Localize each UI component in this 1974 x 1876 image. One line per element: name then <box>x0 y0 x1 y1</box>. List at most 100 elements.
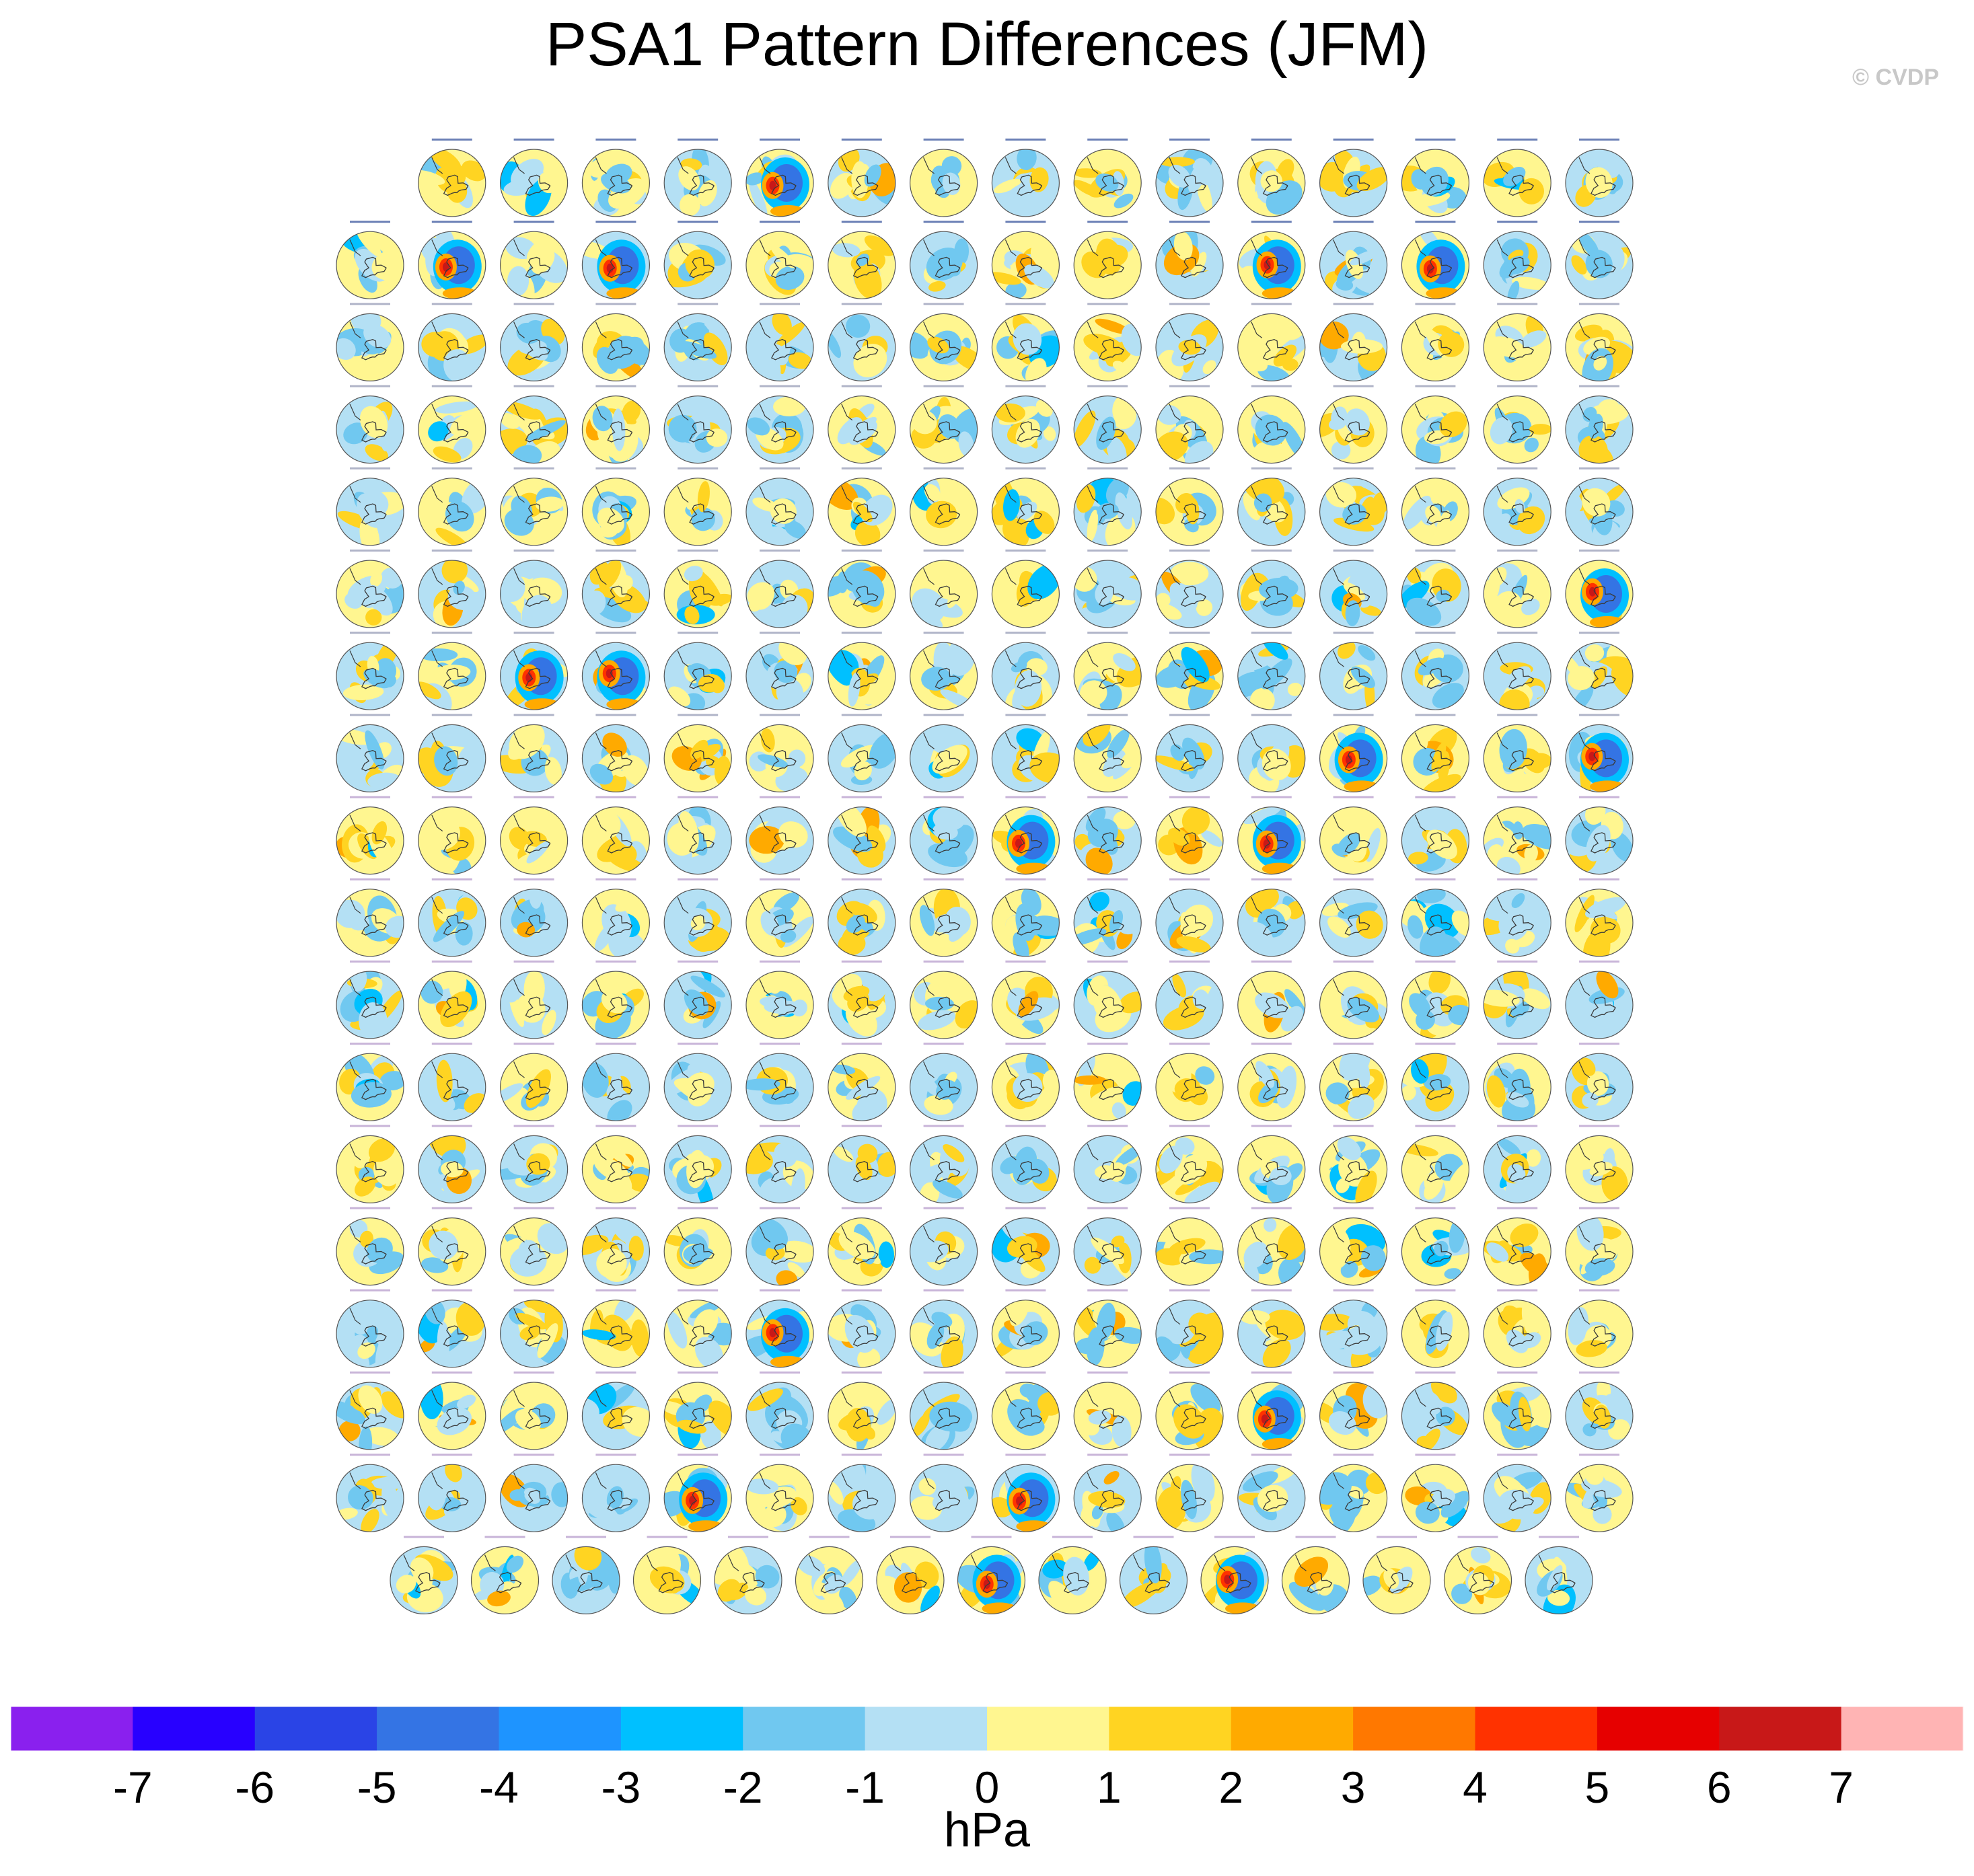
panel-caption <box>1579 1372 1619 1374</box>
panel-caption <box>760 878 800 880</box>
panel-caption <box>1333 878 1374 880</box>
map-panel <box>499 1125 569 1204</box>
map-panel <box>418 1207 486 1286</box>
colorbar-segment <box>1597 1706 1720 1751</box>
panel-caption <box>1251 1454 1292 1456</box>
map-panel <box>909 714 978 793</box>
map-panel <box>1483 961 1551 1039</box>
map-panel <box>1565 1454 1634 1532</box>
map-panel <box>828 1207 896 1286</box>
map-panel <box>1237 961 1306 1039</box>
panel-caption <box>647 1536 688 1538</box>
map-panel <box>991 1043 1060 1121</box>
map-panel <box>1155 385 1224 464</box>
panel-caption <box>350 1289 390 1291</box>
map-panel <box>1237 1372 1306 1450</box>
map-panel <box>1401 878 1469 957</box>
panel-caption <box>513 1372 554 1374</box>
panel-caption <box>678 632 719 634</box>
map-panel <box>336 1207 404 1286</box>
map-panel <box>499 221 569 299</box>
panel-caption <box>1497 1454 1538 1456</box>
map-panel <box>1362 1536 1431 1614</box>
map-panel <box>1200 1536 1269 1614</box>
map-panel <box>336 1125 404 1204</box>
panel-caption <box>1005 878 1046 880</box>
map-panel <box>1073 467 1142 546</box>
map-panel <box>336 1043 404 1121</box>
map-panel <box>581 467 651 546</box>
map-panel <box>909 1125 978 1204</box>
map-panel <box>909 550 978 628</box>
map-panel <box>1073 1207 1142 1286</box>
colorbar-tick-label: -3 <box>601 1762 641 1812</box>
map-panel <box>552 1536 620 1614</box>
panel-caption <box>350 550 390 552</box>
map-panel <box>909 303 978 382</box>
panel-caption <box>841 385 882 387</box>
colorbar-tick-label: -5 <box>357 1762 397 1812</box>
panel-caption <box>760 1207 800 1209</box>
map-panel <box>745 221 814 299</box>
map-panel <box>1237 796 1306 875</box>
map-panel <box>1565 1125 1634 1204</box>
panel-caption <box>350 961 390 963</box>
colorbar-segment <box>865 1706 988 1751</box>
map-panel <box>663 221 732 299</box>
panel-caption <box>1169 139 1210 141</box>
panel-caption <box>1333 467 1374 470</box>
map-panel <box>1237 1207 1306 1286</box>
panel-caption <box>1087 221 1128 223</box>
map-panel <box>1073 550 1142 628</box>
map-panel <box>1237 1125 1306 1204</box>
map-panel <box>991 303 1060 382</box>
map-panel <box>1319 1454 1388 1532</box>
map-panel <box>1483 796 1551 875</box>
map-panel <box>1319 1289 1388 1368</box>
panel-caption <box>760 1289 800 1291</box>
panel-caption <box>841 303 882 305</box>
map-panel <box>1483 385 1551 464</box>
map-panel <box>336 303 404 382</box>
panel-caption <box>923 139 964 141</box>
panel-caption <box>1169 961 1210 963</box>
map-panel <box>1155 632 1224 710</box>
panel-caption <box>1415 1207 1456 1209</box>
panel-caption <box>595 714 636 716</box>
panel-caption <box>1579 1043 1619 1045</box>
panel-caption <box>513 1043 554 1045</box>
colorbar-tick-label: -1 <box>845 1762 885 1812</box>
panel-caption <box>760 303 800 305</box>
map-panel <box>1483 1043 1551 1121</box>
map-panel <box>1401 1454 1469 1532</box>
panel-caption <box>1415 221 1456 223</box>
map-panel <box>336 1372 404 1450</box>
panel-caption <box>1087 878 1128 880</box>
panel-caption <box>431 714 472 716</box>
map-panel <box>1401 1125 1469 1204</box>
panel-caption <box>431 1125 472 1127</box>
colorbar-tick-label: -4 <box>479 1762 519 1812</box>
panel-caption <box>513 1125 554 1127</box>
map-panel <box>663 385 732 464</box>
panel-caption <box>678 714 719 716</box>
map-panel <box>1155 550 1224 628</box>
map-panel <box>1237 1043 1306 1121</box>
panel-caption <box>1415 1043 1456 1045</box>
panel-caption <box>513 1454 554 1456</box>
panel-caption <box>1415 1125 1456 1127</box>
panel-caption <box>431 1289 472 1291</box>
panel-caption <box>841 878 882 880</box>
panel-caption <box>1169 1454 1210 1456</box>
map-panel <box>745 878 814 957</box>
panel-caption <box>1169 1372 1210 1374</box>
panel-caption <box>1457 1536 1498 1538</box>
copyright-watermark: © CVDP <box>1852 65 1939 90</box>
panel-caption <box>1087 1289 1128 1291</box>
map-panel <box>1237 303 1306 382</box>
panel-caption <box>1251 385 1292 387</box>
panel-caption <box>350 467 390 470</box>
panel-caption <box>1579 1289 1619 1291</box>
map-panel <box>991 714 1060 793</box>
map-panel <box>581 1207 651 1286</box>
